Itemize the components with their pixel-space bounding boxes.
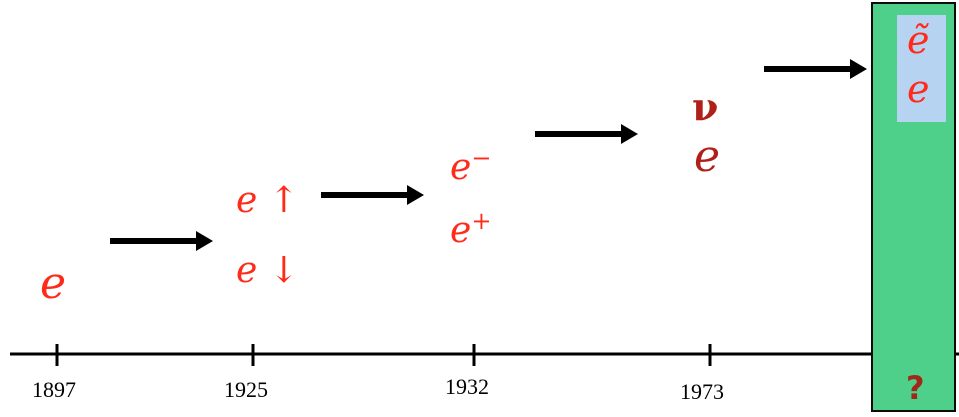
positron-symbol: e: [450, 210, 472, 251]
unknown-year-label: ?: [906, 369, 925, 407]
electron-1897: e: [40, 258, 67, 309]
arrow-1973-future-icon: [764, 59, 867, 79]
electron-future: e: [907, 67, 930, 111]
neutrino-1973: ν: [692, 84, 719, 129]
year-label-1932: 1932: [445, 374, 489, 399]
arrow-1925-1932-icon: [321, 185, 424, 205]
electron-charge: −: [471, 144, 492, 172]
positron-1932: e+: [450, 209, 491, 249]
electron-1973: e: [694, 131, 721, 182]
year-label-1925: 1925: [224, 377, 268, 402]
electron-symbol: e: [450, 147, 472, 188]
year-label-1897: 1897: [32, 377, 76, 402]
future-box: ẽ e ?: [871, 2, 956, 412]
electron-spin-down: e ↓: [236, 250, 299, 291]
arrow-1897-1925-icon: [110, 231, 213, 251]
electron-spin-up: e ↑: [236, 180, 299, 221]
positron-charge: +: [471, 207, 492, 235]
superpartner-electron: ẽ: [907, 18, 930, 62]
electron-1932: e−: [450, 146, 491, 186]
future-inner-box: ẽ e: [897, 15, 946, 122]
year-label-1973: 1973: [680, 379, 724, 404]
arrow-1932-1973-icon: [535, 124, 638, 144]
